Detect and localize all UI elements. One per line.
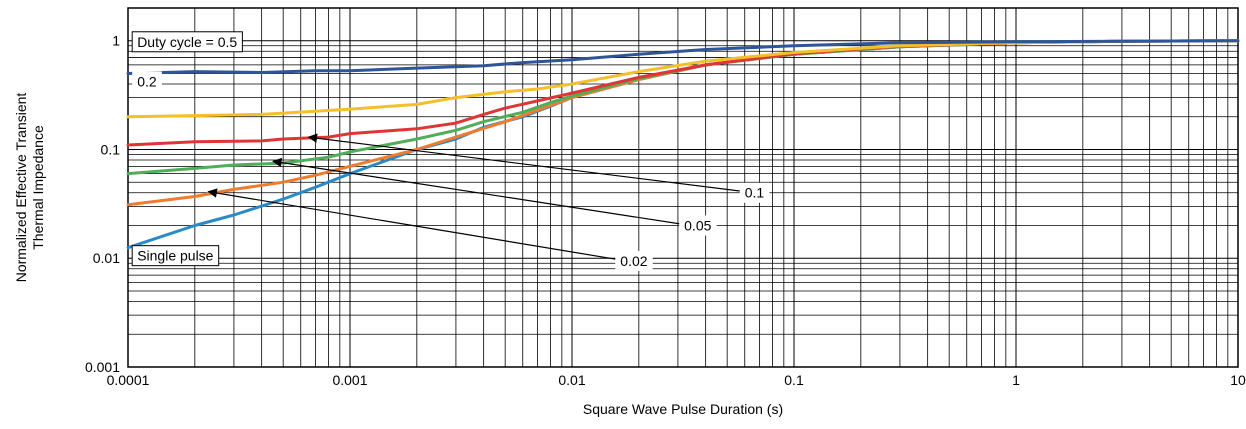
series-line-duty-0.1 <box>126 39 1240 147</box>
annotation-duty-cycle-0.5-label: Duty cycle = 0.5 <box>137 34 237 50</box>
x-axis-title: Square Wave Pulse Duration (s) <box>583 401 783 417</box>
annotation-0.1: 0.1 <box>739 182 770 203</box>
annotation-single-pulse: Single pulse <box>131 245 220 267</box>
annotation-0.2: 0.2 <box>132 71 162 92</box>
annotation-duty-cycle-0.5: Duty cycle = 0.5 <box>131 31 243 53</box>
annotation-0.2-label: 0.2 <box>137 73 157 89</box>
y-tick-label: 0.001 <box>85 359 120 375</box>
y-tick-label: 1 <box>112 33 120 49</box>
y-axis-title-line-2: Thermal Impedance <box>30 125 46 250</box>
series-line-duty-0.05 <box>126 39 1240 176</box>
annotation-duty-cycle-0.5-box <box>131 31 243 53</box>
y-axis-title-line-1: Normalized Effective Transient <box>13 93 29 283</box>
annotation-0.2-box <box>132 71 162 92</box>
x-tick-label: 0.001 <box>332 372 367 388</box>
series-line-duty-0.2 <box>126 39 1240 119</box>
grid <box>127 7 1238 368</box>
annotation-0.05-arrow <box>272 157 681 225</box>
annotation-single-pulse-label: Single pulse <box>137 248 213 264</box>
annotation-0.02-label: 0.02 <box>620 253 647 269</box>
annotation-0.1-arrow <box>307 133 741 192</box>
y-tick-label: 0.1 <box>101 141 121 157</box>
x-tick-label: 0.1 <box>784 372 804 388</box>
series-line-duty-0.5 <box>126 39 1240 75</box>
x-tick-label: 1 <box>1012 372 1020 388</box>
annotation-0.05-label: 0.05 <box>684 217 711 233</box>
annotation-0.02-box <box>615 250 653 271</box>
x-tick-label: 0.01 <box>558 372 585 388</box>
annotation-0.05: 0.05 <box>679 215 717 236</box>
plot-border <box>127 7 1239 368</box>
axis-labels: 0.0001 0.001 0.01 0.1 1 100.0010.010.11Square… <box>13 33 1246 417</box>
annotation-0.1-label: 0.1 <box>745 185 765 201</box>
axes <box>127 7 1239 368</box>
annotation-0.02: 0.02 <box>615 250 653 271</box>
annotation-single-pulse-box <box>131 245 220 267</box>
annotation-0.05-box <box>679 215 717 236</box>
annotations: Duty cycle = 0.5 0.2 0.1 0.05 0.02 Single pul… <box>131 31 770 271</box>
y-tick-label: 0.01 <box>93 250 120 266</box>
x-tick-label: 10 <box>1230 372 1246 388</box>
annotation-0.1-box <box>739 182 770 203</box>
x-tick-label: 0.0001 <box>107 372 150 388</box>
series-lines <box>126 39 1240 250</box>
annotation-0.02-arrow <box>207 188 617 260</box>
